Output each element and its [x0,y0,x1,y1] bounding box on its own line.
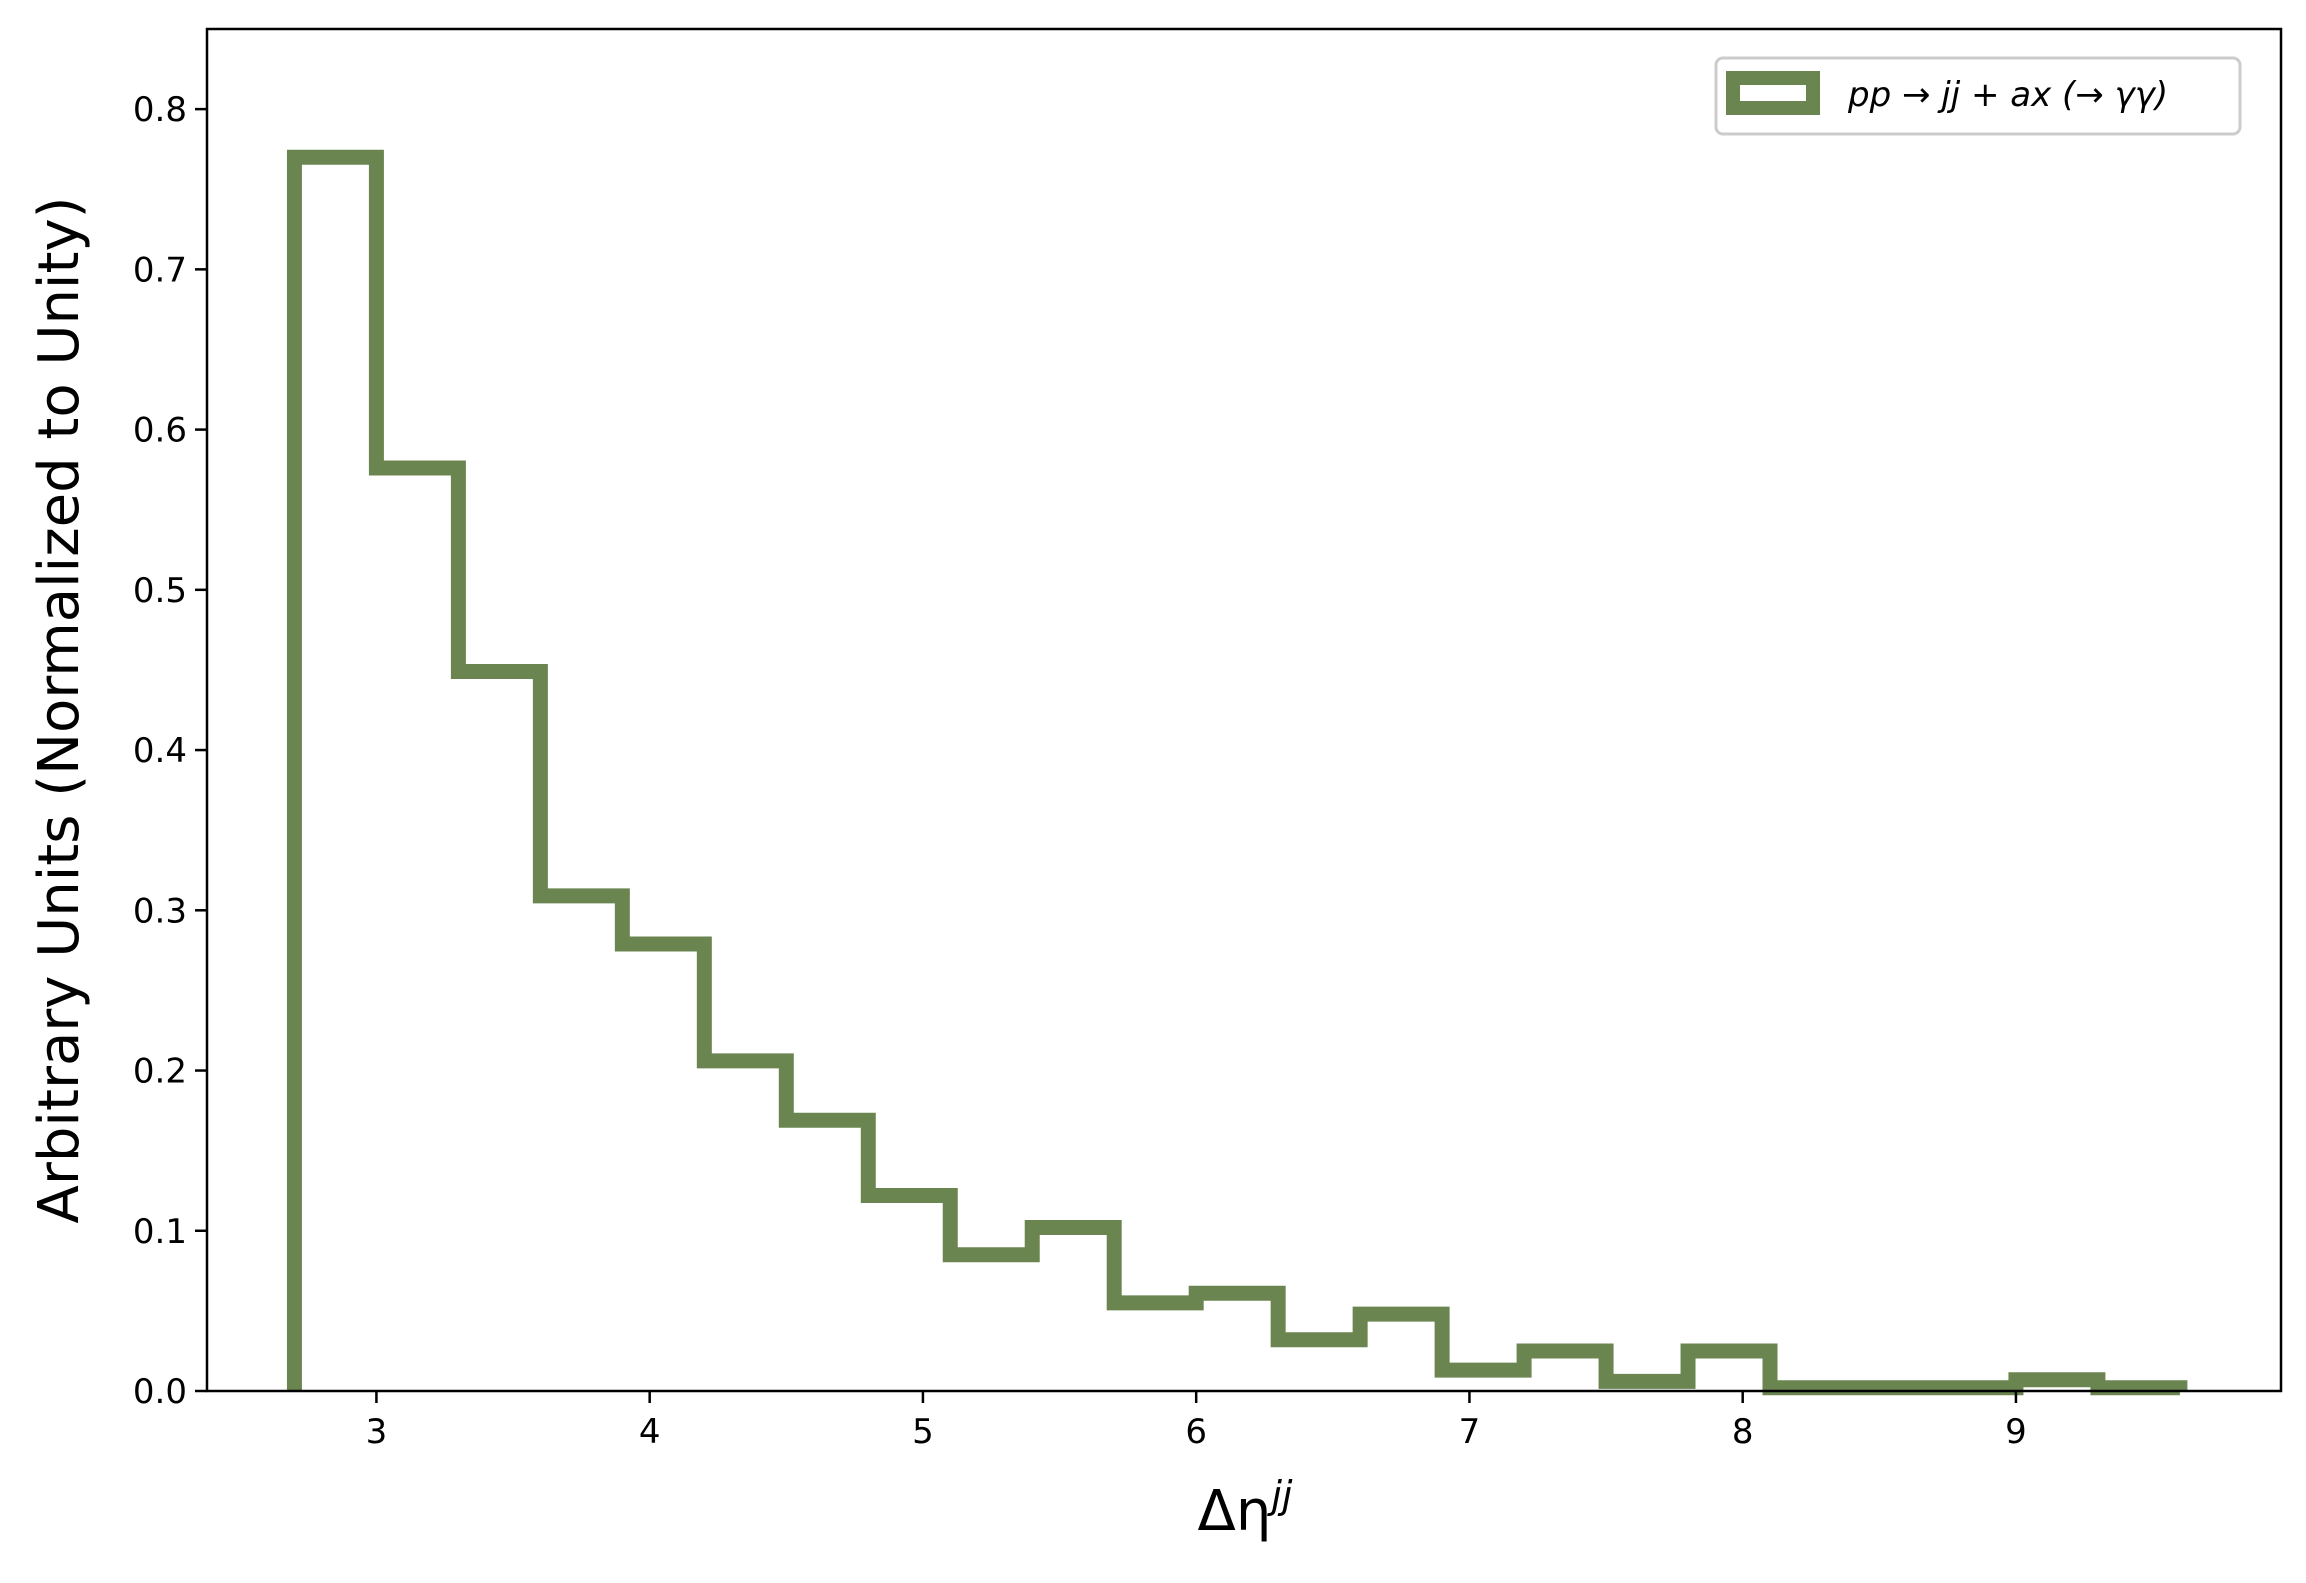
histogram-bin [376,468,458,1391]
histogram-bin [1278,1340,1360,1391]
x-axis: 3 4 5 6 7 8 9 [366,1391,2027,1452]
y-tick-label: 0.5 [133,571,187,611]
histogram-bin [1032,1228,1114,1391]
legend-label: pp → jj + ax (→ γγ) [1847,75,2168,115]
y-axis-label: Arbitrary Units (Normalized to Unity) [27,197,92,1224]
y-tick-label: 0.1 [133,1212,187,1252]
x-tick-label: 8 [1732,1412,1754,1452]
histogram-bin [868,1196,950,1391]
histogram-bin [1606,1381,1688,1391]
x-tick-label: 5 [912,1412,934,1452]
x-axis-label-superscript: jj [1266,1473,1293,1517]
x-tick-label: 3 [366,1412,388,1452]
axes-frame [205,27,2283,1393]
histogram-bin [1688,1351,1770,1391]
plot-area [205,27,2283,1396]
x-tick-label: 4 [639,1412,661,1452]
histogram-bin [1524,1351,1606,1391]
y-tick-label: 0.0 [133,1372,187,1412]
histogram-bin [540,896,622,1391]
y-tick-label: 0.7 [133,250,187,290]
histogram-bin [1196,1293,1278,1391]
y-tick-label: 0.6 [133,411,187,451]
y-axis: 0.0 0.1 0.2 0.3 0.4 0.5 0.6 0.7 0.8 [133,90,207,1412]
histogram-bin [622,944,704,1391]
histogram-bin [294,157,376,1391]
x-axis-label-base: Δη [1198,1479,1272,1544]
legend-frame [1714,56,2242,136]
x-tick-label: 6 [1185,1412,1207,1452]
histogram-bin [786,1120,868,1391]
histogram-bin [1442,1370,1524,1391]
y-tick-label: 0.3 [133,891,187,931]
histogram-bin [950,1255,1032,1391]
histogram-bin [2016,1380,2098,1391]
x-tick-label: 7 [1459,1412,1481,1452]
histogram-step-line [286,149,2188,1396]
x-tick-label: 9 [2005,1412,2027,1452]
y-tick-label: 0.8 [133,90,187,130]
x-axis-label: Δηjj [1198,1473,1293,1544]
histogram-bin [1114,1303,1196,1391]
legend: pp → jj + ax (→ γγ) [1714,56,2242,136]
y-tick-label: 0.2 [133,1052,187,1092]
legend-swatch [1726,71,1820,115]
y-tick-label: 0.4 [133,731,187,771]
histogram-bin [458,672,540,1391]
histogram-bin [704,1061,786,1391]
histogram-bin [1360,1314,1442,1391]
